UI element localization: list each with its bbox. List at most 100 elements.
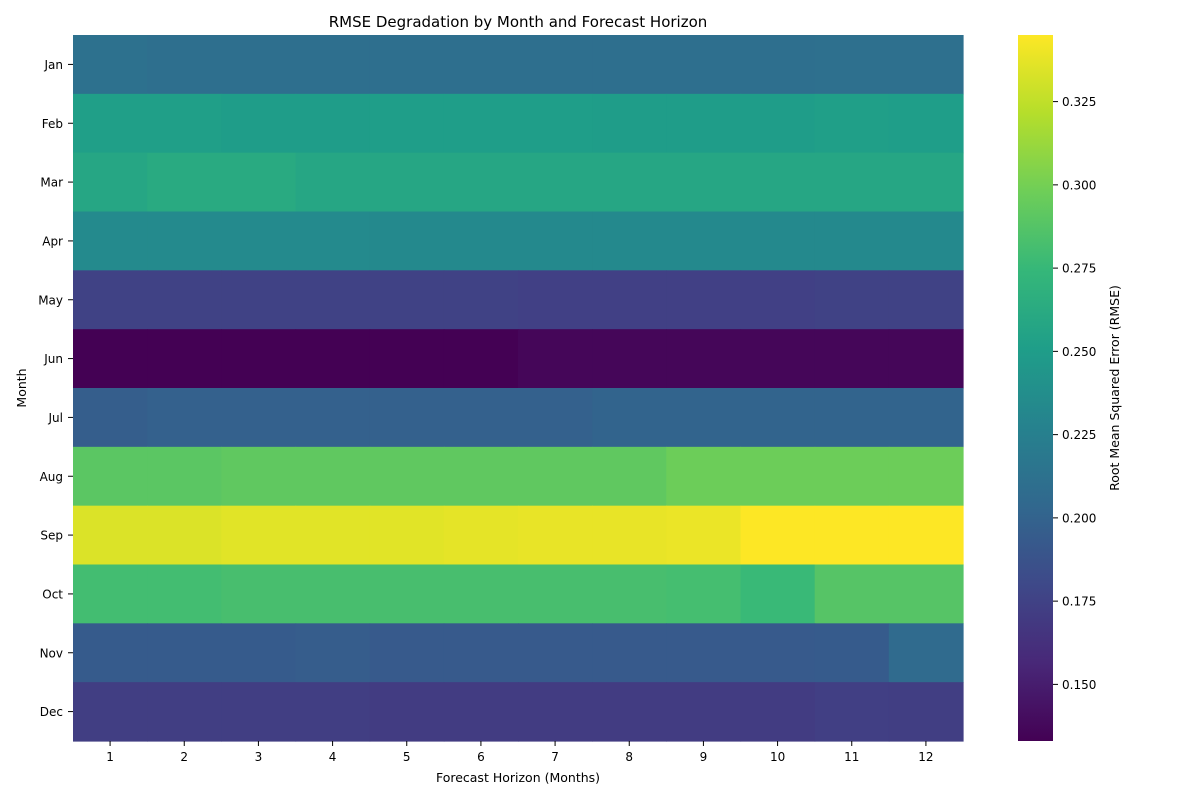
heatmap-cell-Mar-1	[73, 152, 148, 213]
heatmap-cell-Jun-8	[592, 329, 667, 389]
heatmap-cell-Nov-1	[73, 623, 148, 683]
heatmap-cell-Apr-4	[295, 211, 371, 271]
heatmap-cell-May-10	[740, 270, 816, 330]
heatmap-cell-Feb-12	[888, 93, 964, 154]
heatmap-cell-Jan-9	[666, 35, 742, 95]
y-tick-label: May	[38, 293, 63, 307]
heatmap-cell-Feb-6	[443, 93, 519, 154]
heatmap-cell-May-3	[221, 270, 297, 330]
heatmap-cell-Jan-7	[518, 35, 593, 95]
y-tick-label: Apr	[42, 234, 63, 248]
heatmap-cell-Mar-8	[592, 152, 667, 213]
heatmap-cell-Jun-5	[369, 329, 445, 389]
heatmap-cell-Feb-3	[221, 93, 297, 154]
y-axis: Jan Feb Mar Apr May Jun Jul Aug Sep Oct Nov Dec	[38, 58, 73, 719]
heatmap-cell-Feb-8	[592, 93, 667, 154]
heatmap-cell-Nov-7	[518, 623, 593, 683]
heatmap-cell-Nov-6	[443, 623, 519, 683]
y-tick-label: Jun	[43, 352, 63, 366]
x-tick-label: 3	[255, 750, 263, 764]
heatmap-cell-Apr-12	[888, 211, 964, 271]
heatmap-cell-Mar-7	[518, 152, 593, 213]
heatmap-cell-Oct-4	[295, 564, 371, 624]
heatmap-cell-Aug-12	[888, 446, 964, 507]
heatmap-cell-Sep-11	[814, 505, 890, 566]
heatmap-cell-Aug-2	[147, 446, 222, 507]
x-tick-label: 10	[770, 750, 785, 764]
colorbar-tick-label: 0.150	[1062, 678, 1096, 692]
x-tick-label: 1	[106, 750, 114, 764]
heatmap-cell-Sep-6	[443, 505, 519, 566]
x-tick-label: 9	[700, 750, 708, 764]
heatmap-cell-May-11	[814, 270, 890, 330]
heatmap-cell-Sep-2	[147, 505, 222, 566]
heatmap-cell-Oct-7	[518, 564, 593, 624]
heatmap-cell-Jul-6	[443, 388, 519, 448]
heatmap-cell-Dec-3	[221, 682, 297, 742]
x-tick-label: 2	[180, 750, 188, 764]
x-tick-label: 7	[551, 750, 559, 764]
heatmap-cell-Aug-10	[740, 446, 816, 507]
heatmap-cell-Sep-10	[740, 505, 816, 566]
heatmap-cell-Mar-9	[666, 152, 742, 213]
colorbar-tick-label: 0.300	[1062, 178, 1096, 192]
heatmap-cells	[73, 35, 964, 742]
heatmap-cell-Apr-5	[369, 211, 445, 271]
heatmap-cell-Jul-4	[295, 388, 371, 448]
x-tick-label: 5	[403, 750, 411, 764]
heatmap-cell-Apr-6	[443, 211, 519, 271]
heatmap-cell-Mar-2	[147, 152, 222, 213]
x-tick-label: 6	[477, 750, 485, 764]
heatmap-cell-Jan-2	[147, 35, 222, 95]
y-tick-label: Dec	[40, 705, 63, 719]
heatmap-cell-Jun-7	[518, 329, 593, 389]
heatmap-cell-Apr-8	[592, 211, 667, 271]
heatmap-cell-Feb-5	[369, 93, 445, 154]
heatmap-cell-Jan-1	[73, 35, 148, 95]
heatmap-cell-Jun-6	[443, 329, 519, 389]
heatmap-cell-Oct-3	[221, 564, 297, 624]
heatmap-cell-Apr-7	[518, 211, 593, 271]
heatmap-cell-Nov-9	[666, 623, 742, 683]
heatmap-cell-Dec-11	[814, 682, 890, 742]
heatmap-cell-Jul-9	[666, 388, 742, 448]
heatmap-cell-Oct-12	[888, 564, 964, 624]
heatmap-cell-Aug-8	[592, 446, 667, 507]
heatmap-cell-Oct-10	[740, 564, 816, 624]
heatmap-cell-Oct-9	[666, 564, 742, 624]
colorbar-tick-label: 0.275	[1062, 262, 1096, 276]
heatmap-cell-Jun-1	[73, 329, 148, 389]
x-tick-label: 12	[918, 750, 933, 764]
x-tick-label: 11	[844, 750, 859, 764]
heatmap-cell-Mar-10	[740, 152, 816, 213]
heatmap-cell-May-8	[592, 270, 667, 330]
heatmap-cell-Jun-11	[814, 329, 890, 389]
heatmap-cell-Feb-10	[740, 93, 816, 154]
heatmap-cell-Aug-7	[518, 446, 593, 507]
heatmap-cell-May-9	[666, 270, 742, 330]
heatmap-cell-Nov-11	[814, 623, 890, 683]
heatmap-cell-Feb-2	[147, 93, 222, 154]
heatmap-cell-May-7	[518, 270, 593, 330]
x-axis-label: Forecast Horizon (Months)	[436, 770, 600, 785]
heatmap-cell-Jul-1	[73, 388, 148, 448]
y-tick-label: Oct	[42, 587, 63, 601]
heatmap-cell-Oct-5	[369, 564, 445, 624]
heatmap-cell-Mar-5	[369, 152, 445, 213]
x-tick-label: 4	[329, 750, 337, 764]
heatmap-cell-Mar-6	[443, 152, 519, 213]
heatmap-cell-Jan-8	[592, 35, 667, 95]
heatmap-cell-Jun-4	[295, 329, 371, 389]
heatmap-cell-Dec-5	[369, 682, 445, 742]
heatmap-cell-Aug-1	[73, 446, 148, 507]
heatmap-cell-May-4	[295, 270, 371, 330]
heatmap-cell-May-1	[73, 270, 148, 330]
heatmap-cell-Jan-10	[740, 35, 816, 95]
y-tick-label: Mar	[40, 176, 63, 190]
y-axis-label: Month	[14, 368, 29, 407]
colorbar-tick-label: 0.200	[1062, 511, 1096, 525]
heatmap-cell-May-5	[369, 270, 445, 330]
heatmap-cell-Jan-12	[888, 35, 964, 95]
heatmap-cell-Nov-8	[592, 623, 667, 683]
heatmap-cell-Sep-5	[369, 505, 445, 566]
